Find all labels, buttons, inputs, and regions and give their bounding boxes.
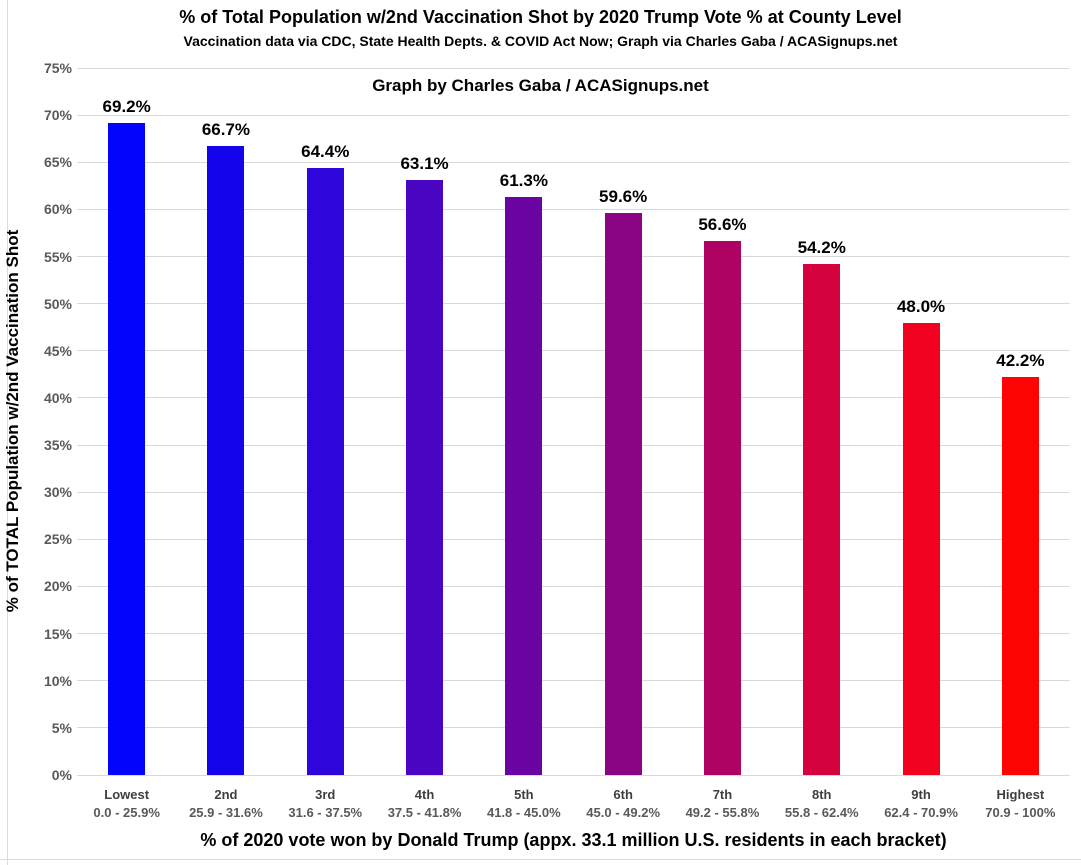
x-tick-label: Lowest [104,787,150,802]
bar-value-label: 59.6% [599,187,648,207]
y-tick-label: 35% [43,437,72,454]
y-tick-label: 10% [43,672,72,689]
y-tick-label: 60% [43,201,72,218]
y-tick-label: 45% [43,342,72,359]
gridline [77,161,1070,163]
bar-value-label: 66.7% [201,120,251,140]
gridline [77,680,1070,682]
x-tick-label: Highest [996,787,1045,802]
gridline [77,350,1070,352]
y-tick-label: 20% [43,578,72,595]
bar-value-label: 69.2% [102,96,151,116]
gridline [77,538,1070,540]
x-tick-range-label: 70.9 - 100% [985,805,1056,820]
y-tick-label: 75% [43,60,72,76]
gridline [77,774,1070,776]
x-tick-label: 3rd [315,787,336,802]
x-tick-label: 4th [414,787,435,802]
bar-lowest [108,122,146,775]
bar-6th [604,213,642,775]
bar-highest [1001,377,1039,775]
bar-value-label: 64.4% [301,141,350,161]
chart-title: % of Total Population w/2nd Vaccination … [179,7,902,27]
y-tick-label: 15% [43,625,72,642]
bar-7th [703,241,741,775]
x-tick-range-label: 62.4 - 70.9% [884,805,958,820]
x-axis-title: % of 2020 vote won by Donald Trump (appx… [200,830,947,850]
x-axis-tick-labels: Lowest 0.0 - 25.9% 2nd 25.9 - 31.6% 3rd 31.6 … [77,775,1070,827]
gridline [77,208,1070,210]
y-tick-label: 55% [43,248,72,265]
bar-4th [406,180,444,775]
y-tick-label: 40% [43,389,72,406]
x-tick-label: 5th [514,787,534,802]
x-tick-range-label: 25.9 - 31.6% [189,805,263,820]
x-tick-range-label: 49.2 - 55.8% [685,805,760,820]
bar-value-label: 48.0% [896,296,946,316]
x-tick-range-label: 31.6 - 37.5% [288,805,363,820]
bar-value-label: 42.2% [996,351,1045,371]
plot-area: 69.2% 66.7% 64.4% 63.1% 61.3% 59.6% 56.6% 54.2%… [77,67,1070,776]
x-tick-range-label: 45.0 - 49.2% [586,805,660,820]
bar-value-label: 54.2% [797,238,846,258]
y-tick-label: 70% [43,107,72,124]
x-tick-label: 2nd [214,787,238,802]
gridline [77,114,1070,116]
gridline [77,633,1070,635]
gridline [77,397,1070,399]
y-tick-label: 65% [43,154,72,171]
bar-9th [902,322,940,775]
y-tick-label: 30% [43,484,72,501]
gridline [77,303,1070,305]
x-tick-label: 7th [712,787,733,802]
spreadsheet-gridline-horizontal [0,859,1081,860]
gridline [77,256,1070,258]
x-tick-range-label: 37.5 - 41.8% [387,805,462,820]
gridline [77,585,1070,587]
y-tick-label: 5% [51,719,72,736]
chart-subtitle: Vaccination data via CDC, State Health D… [183,33,898,49]
bar-5th [505,197,543,775]
gridline [77,67,1070,69]
x-tick-range-label: 0.0 - 25.9% [93,805,160,820]
gridline [77,444,1070,446]
chart-credit-annotation: Graph by Charles Gaba / ACASignups.net [372,76,709,95]
bar-3rd [306,167,344,775]
gridline [77,491,1070,493]
x-tick-range-label: 55.8 - 62.4% [784,805,859,820]
spreadsheet-gridline-vertical [7,0,8,865]
y-axis-title: % of TOTAL Population w/2nd Vaccination … [3,229,22,613]
bar-2nd [207,146,245,775]
bar-value-label: 61.3% [499,171,548,191]
y-tick-label: 50% [43,295,72,312]
x-tick-label: 6th [613,787,633,802]
y-tick-label: 0% [51,767,72,783]
x-tick-label: 8th [812,787,832,802]
y-tick-label: 25% [43,531,72,548]
x-tick-label: 9th [911,787,931,802]
bar-value-label: 56.6% [698,215,747,235]
bar-8th [803,264,841,775]
gridline [77,727,1070,729]
bar-value-label: 63.1% [400,154,449,174]
x-tick-range-label: 41.8 - 45.0% [486,805,561,820]
